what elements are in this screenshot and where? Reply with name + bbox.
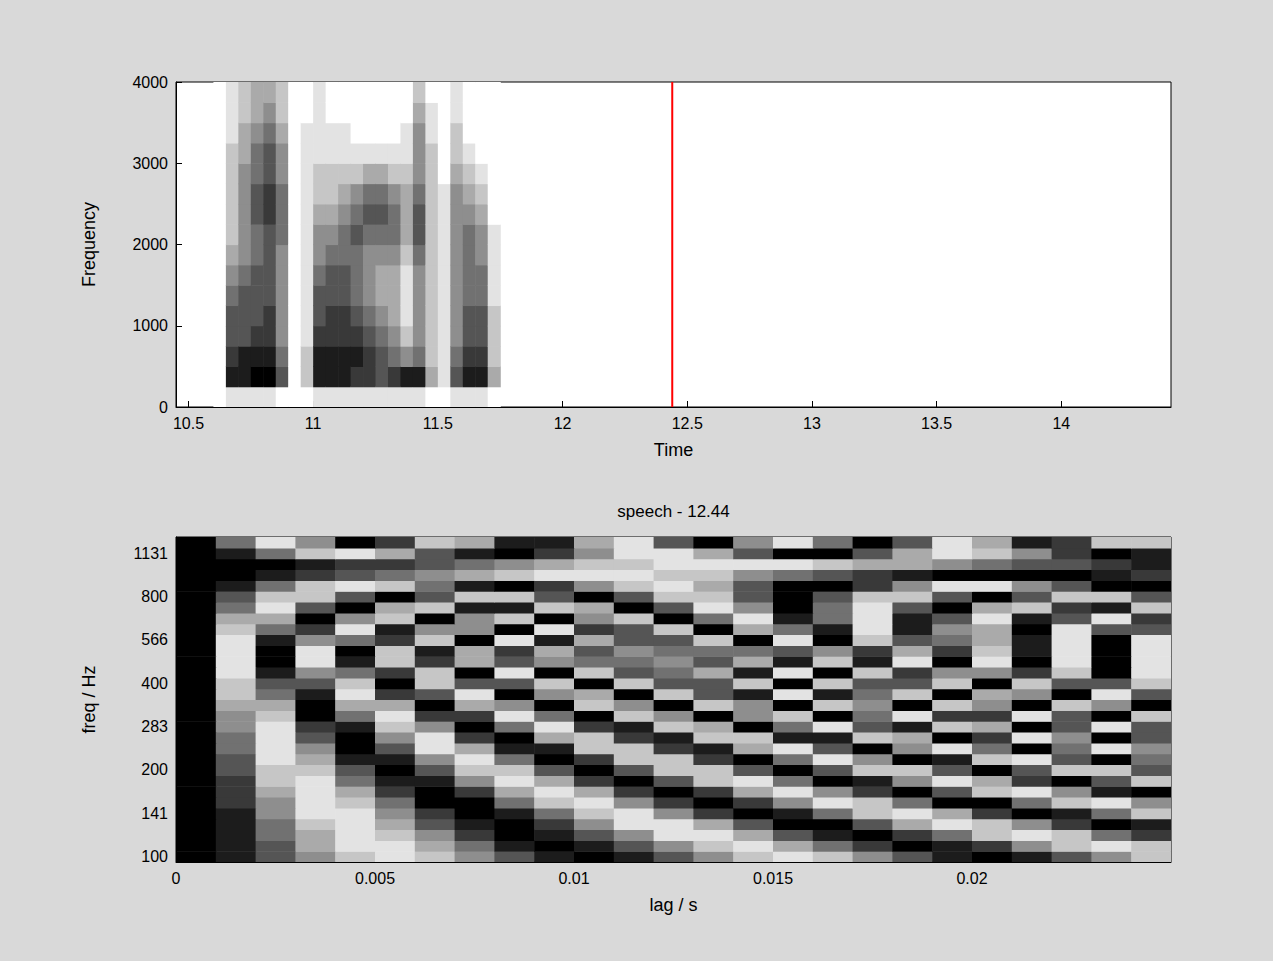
svg-text:400: 400	[141, 675, 168, 692]
svg-text:1000: 1000	[132, 317, 168, 334]
svg-text:11.5: 11.5	[423, 415, 453, 432]
svg-text:200: 200	[141, 761, 168, 778]
svg-text:3000: 3000	[132, 155, 168, 172]
svg-text:0.005: 0.005	[355, 870, 395, 887]
svg-text:0: 0	[172, 870, 181, 887]
svg-text:Time: Time	[654, 440, 693, 460]
svg-text:566: 566	[141, 631, 168, 648]
svg-text:freq / Hz: freq / Hz	[79, 665, 99, 733]
svg-text:speech - 12.44: speech - 12.44	[617, 502, 729, 521]
svg-text:13: 13	[803, 415, 821, 432]
svg-text:1131: 1131	[134, 545, 169, 562]
svg-text:10.5: 10.5	[173, 415, 204, 432]
svg-text:4000: 4000	[132, 74, 168, 91]
svg-text:Frequency: Frequency	[79, 202, 99, 287]
svg-text:13.5: 13.5	[921, 415, 952, 432]
svg-text:11: 11	[305, 415, 322, 432]
svg-text:0: 0	[159, 399, 168, 416]
svg-text:2000: 2000	[132, 236, 168, 253]
svg-text:lag / s: lag / s	[649, 895, 697, 915]
svg-text:0.02: 0.02	[956, 870, 987, 887]
svg-text:800: 800	[141, 588, 168, 605]
svg-text:12: 12	[554, 415, 572, 432]
svg-text:12.5: 12.5	[672, 415, 703, 432]
svg-text:0.015: 0.015	[753, 870, 793, 887]
svg-text:141: 141	[141, 805, 168, 822]
svg-text:100: 100	[141, 848, 168, 865]
svg-text:14: 14	[1052, 415, 1070, 432]
svg-text:283: 283	[141, 718, 168, 735]
svg-text:0.01: 0.01	[558, 870, 589, 887]
